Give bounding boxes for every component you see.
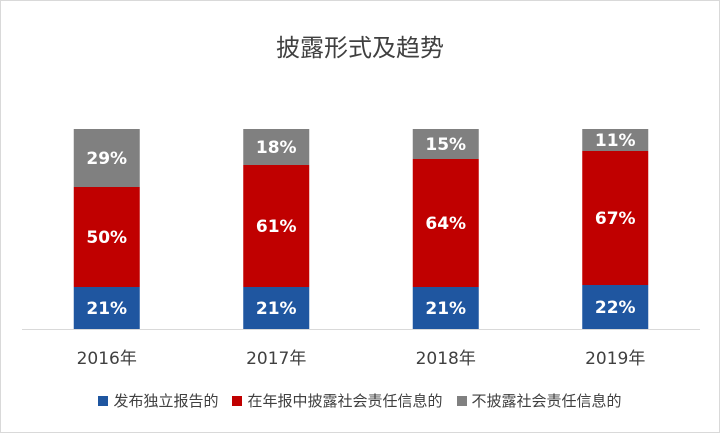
data-label-1-3: 67% (595, 209, 636, 229)
legend-item-independent-report: 发布独立报告的 (98, 390, 218, 411)
data-label-1-0: 50% (86, 228, 127, 248)
chart-title: 披露形式及趋势 (276, 34, 444, 62)
data-label-0-0: 21% (86, 299, 127, 319)
x-tick-label-3: 2019年 (585, 349, 645, 369)
data-label-2-1: 18% (256, 138, 297, 158)
legend-label-no-disclosure: 不披露社会责任信息的 (471, 392, 622, 410)
data-label-1-2: 64% (425, 214, 466, 234)
x-tick-label-0: 2016年 (77, 349, 137, 369)
bar-segment-1-0 (73, 187, 140, 287)
data-label-2-2: 15% (425, 135, 466, 155)
legend-label-independent-report: 发布独立报告的 (113, 392, 219, 410)
bar-segment-0-3 (582, 285, 649, 329)
bar-segment-0-1 (243, 287, 310, 329)
bar-segment-1-1 (243, 165, 310, 287)
chart-legend: 发布独立报告的 在年报中披露社会责任信息的 不披露社会责任信息的 (0, 390, 720, 411)
x-tick-label-2: 2018年 (416, 349, 476, 369)
bar-segment-0-2 (412, 287, 479, 329)
bar-segment-1-3 (582, 151, 649, 285)
legend-item-no-disclosure: 不披露社会责任信息的 (456, 390, 622, 411)
data-label-0-3: 22% (595, 298, 636, 318)
data-label-0-2: 21% (425, 299, 466, 319)
data-label-2-3: 11% (595, 131, 636, 151)
bar-segment-0-0 (73, 287, 140, 329)
data-label-0-1: 21% (256, 299, 297, 319)
bar-segment-2-1 (243, 129, 310, 165)
bar-segment-1-2 (412, 159, 479, 287)
bar-segment-2-0 (73, 129, 140, 187)
data-label-2-0: 29% (86, 149, 127, 169)
legend-swatch-independent-report (98, 395, 109, 406)
data-label-1-1: 61% (256, 217, 297, 237)
legend-swatch-no-disclosure (456, 395, 467, 406)
legend-label-annual-report: 在年报中披露社会责任信息的 (247, 392, 443, 410)
bar-segment-2-2 (412, 129, 479, 159)
x-tick-label-1: 2017年 (246, 349, 306, 369)
bar-segment-2-3 (582, 129, 649, 151)
legend-item-annual-report: 在年报中披露社会责任信息的 (232, 390, 443, 411)
legend-swatch-annual-report (232, 395, 243, 406)
